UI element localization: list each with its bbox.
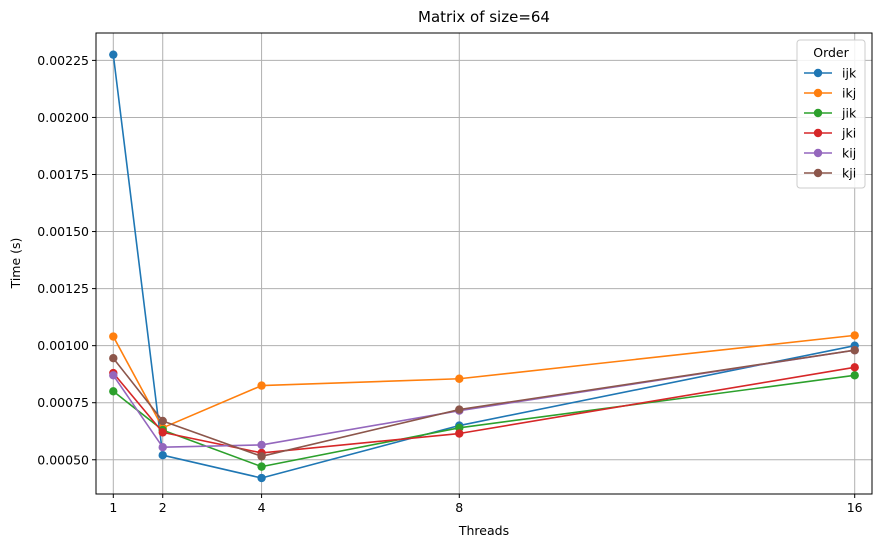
data-point-jik	[257, 462, 266, 471]
legend: Order ijk ikj jik jki kij kji	[796, 39, 866, 189]
legend-label: jki	[841, 126, 856, 141]
data-point-kji	[158, 416, 167, 426]
legend-swatch-marker	[813, 108, 823, 118]
legend-label: kji	[842, 166, 856, 181]
legend-swatch-marker	[813, 168, 823, 178]
data-point-ikj	[850, 331, 859, 340]
data-point-kij	[109, 371, 118, 380]
x-tick-label: 4	[258, 500, 266, 515]
y-tick-label: 0.00150	[37, 224, 89, 239]
y-tick-label: 0.00100	[37, 338, 89, 353]
data-point-kji	[455, 405, 464, 414]
legend-swatch-marker	[813, 148, 823, 158]
grid-layer	[96, 33, 872, 494]
data-point-kij	[158, 443, 167, 452]
data-point-kij	[257, 440, 266, 450]
data-point-kji	[257, 452, 266, 461]
data-point-ikj	[257, 381, 266, 390]
legend-item-jik: jik	[804, 106, 857, 121]
data-point-ijk	[257, 473, 266, 483]
legend-label: kij	[842, 146, 856, 161]
data-point-ikj	[455, 374, 464, 383]
plot-frame	[95, 32, 873, 495]
series-layer	[109, 50, 859, 483]
series-kji	[109, 346, 859, 461]
legend-item-ijk: ijk	[804, 66, 857, 81]
data-point-jki	[455, 429, 464, 438]
x-tick-label: 8	[455, 500, 463, 515]
legend-item-kij: kij	[804, 146, 856, 161]
y-axis-title: Time (s)	[8, 238, 23, 290]
data-point-kji	[109, 354, 118, 363]
data-point-ijk	[158, 451, 167, 460]
legend-items: ijk ikj jik jki kij kji	[804, 66, 857, 181]
y-tick-label: 0.00125	[37, 281, 89, 296]
legend-swatch-marker	[813, 68, 823, 78]
data-point-jki	[850, 363, 859, 372]
legend-item-kji: kji	[804, 166, 856, 181]
x-tick-label: 16	[847, 500, 863, 515]
y-tick-label: 0.00225	[37, 53, 89, 68]
legend-item-ikj: ikj	[804, 86, 856, 101]
y-tick-label: 0.00075	[37, 395, 89, 410]
y-tick-label: 0.00050	[37, 452, 89, 467]
legend-item-jki: jki	[804, 126, 856, 141]
x-axis-title: Threads	[458, 523, 509, 538]
legend-swatch-marker	[813, 128, 823, 138]
legend-label: jik	[841, 106, 857, 121]
chart-title: Matrix of size=64	[418, 8, 550, 26]
legend-swatch-marker	[813, 88, 823, 98]
legend-title: Order	[813, 45, 849, 60]
data-point-jki	[158, 428, 167, 437]
data-point-ijk	[109, 50, 118, 59]
tick-layer: 1 2 4 8 16 0.00050 0.00075 0.00100 0.00125 0.0015…	[37, 53, 862, 515]
y-tick-label: 0.00200	[37, 110, 89, 125]
data-point-jik	[109, 387, 118, 396]
legend-label: ijk	[842, 66, 857, 81]
x-tick-label: 1	[109, 500, 117, 515]
data-point-kji	[850, 346, 859, 355]
data-point-jik	[850, 371, 859, 380]
data-point-ikj	[109, 332, 118, 341]
x-tick-label: 2	[159, 500, 167, 515]
legend-frame	[796, 39, 866, 189]
y-tick-label: 0.00175	[37, 167, 89, 182]
legend-label: ikj	[842, 86, 856, 101]
